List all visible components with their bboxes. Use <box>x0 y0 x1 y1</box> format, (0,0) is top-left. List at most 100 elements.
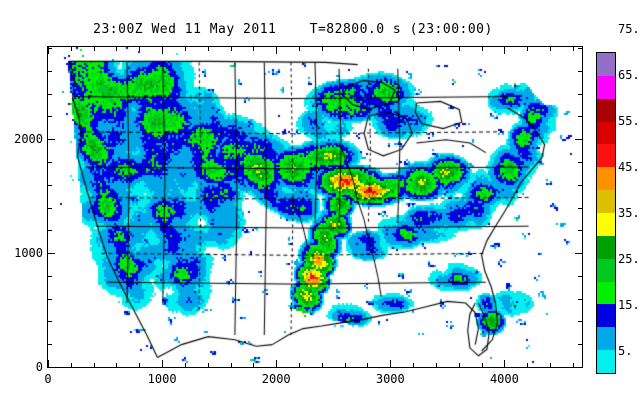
x-tick <box>253 363 254 367</box>
x-tick <box>71 363 72 367</box>
x-tick-top <box>367 47 368 51</box>
y-tick-right <box>578 208 582 209</box>
x-tick-top <box>345 47 346 51</box>
y-tick-right <box>578 276 582 277</box>
x-tick <box>482 363 483 367</box>
y-tick <box>48 208 52 209</box>
x-tick <box>299 363 300 367</box>
colorbar-tick-label: 75. <box>618 22 640 36</box>
x-tick <box>527 363 528 367</box>
x-tick-top <box>231 47 232 51</box>
colorbar-band-green <box>597 258 615 282</box>
x-tick-top <box>299 47 300 51</box>
x-tick-top <box>208 47 209 51</box>
y-tick-right <box>578 230 582 231</box>
x-tick <box>94 363 95 367</box>
colorbar-tick-label: 15. <box>618 298 640 312</box>
x-tick-top <box>413 47 414 51</box>
colorbar-tick-label: 35. <box>618 206 640 220</box>
y-tick <box>48 139 55 140</box>
x-tick-top <box>504 47 505 54</box>
x-tick <box>162 360 163 367</box>
x-tick <box>459 363 460 367</box>
x-tick-top <box>459 47 460 51</box>
x-axis-tick-label: 4000 <box>489 372 519 386</box>
reflectivity-colorbar[interactable] <box>596 52 616 374</box>
x-tick <box>116 363 117 367</box>
colorbar-band-red <box>597 144 615 168</box>
y-tick-right <box>578 162 582 163</box>
x-tick-top <box>185 47 186 51</box>
y-tick <box>48 344 52 345</box>
x-tick-top <box>94 47 95 51</box>
x-tick <box>413 363 414 367</box>
x-tick <box>504 360 505 367</box>
x-tick <box>185 363 186 367</box>
y-tick-right <box>578 185 582 186</box>
x-tick <box>139 363 140 367</box>
x-tick <box>436 363 437 367</box>
colorbar-band-dark-red <box>597 98 615 122</box>
x-tick <box>48 360 49 367</box>
x-tick-top <box>276 47 277 54</box>
colorbar-band-orange <box>597 167 615 191</box>
y-tick <box>48 276 52 277</box>
y-tick-right <box>578 299 582 300</box>
x-axis-tick-label: 2000 <box>261 372 291 386</box>
colorbar-tick-label: 65. <box>618 68 640 82</box>
colorbar-band-violet <box>597 53 615 76</box>
y-tick <box>48 299 52 300</box>
x-tick-top <box>162 47 163 54</box>
x-tick-top <box>322 47 323 51</box>
y-tick-right <box>578 321 582 322</box>
y-tick <box>48 321 52 322</box>
colorbar-band-blue <box>597 304 615 328</box>
x-tick <box>345 363 346 367</box>
y-tick <box>48 230 52 231</box>
y-axis-tick-label: 1000 <box>14 246 43 261</box>
colorbar-band-bright-green <box>597 281 615 305</box>
x-tick-top <box>48 47 49 54</box>
y-tick <box>48 367 55 368</box>
colorbar-tick-label: 5. <box>618 344 633 358</box>
y-tick <box>48 185 52 186</box>
colorbar-band-deep-red <box>597 121 615 145</box>
x-tick <box>231 363 232 367</box>
page-title: 23:00Z Wed 11 May 2011 T=82800.0 s (23:0… <box>93 22 493 37</box>
x-tick-top <box>390 47 391 54</box>
x-tick-top <box>527 47 528 51</box>
x-axis-tick-label: 3000 <box>375 372 405 386</box>
x-tick <box>550 363 551 367</box>
colorbar-tick-label: 55. <box>618 114 640 128</box>
colorbar-band-magenta <box>597 75 615 99</box>
x-tick-top <box>550 47 551 51</box>
x-tick <box>276 360 277 367</box>
x-tick <box>390 360 391 367</box>
x-tick-top <box>139 47 140 51</box>
colorbar-band-gold <box>597 190 615 214</box>
colorbar-band-dark-green <box>597 235 615 259</box>
y-tick-right <box>575 253 582 254</box>
y-tick-right <box>578 71 582 72</box>
x-axis-tick-label: 0 <box>44 372 52 386</box>
colorbar-band-yellow <box>597 213 615 236</box>
x-tick-top <box>253 47 254 51</box>
x-tick <box>322 363 323 367</box>
y-tick-right <box>578 94 582 95</box>
x-tick-top <box>436 47 437 51</box>
y-axis-tick-label: 0 <box>35 360 43 374</box>
x-tick <box>367 363 368 367</box>
colorbar-tick-label: 25. <box>618 252 640 266</box>
x-tick <box>573 363 574 367</box>
y-tick-right <box>575 139 582 140</box>
x-tick <box>208 363 209 367</box>
y-tick-right <box>578 344 582 345</box>
colorbar-band-cyan <box>597 350 615 374</box>
x-tick-top <box>573 47 574 51</box>
y-tick <box>48 94 52 95</box>
y-tick-right <box>578 116 582 117</box>
y-axis-tick-label: 2000 <box>14 132 43 147</box>
x-tick-top <box>482 47 483 51</box>
colorbar-tick-label: 45. <box>618 160 640 174</box>
plot-area[interactable] <box>47 46 583 368</box>
